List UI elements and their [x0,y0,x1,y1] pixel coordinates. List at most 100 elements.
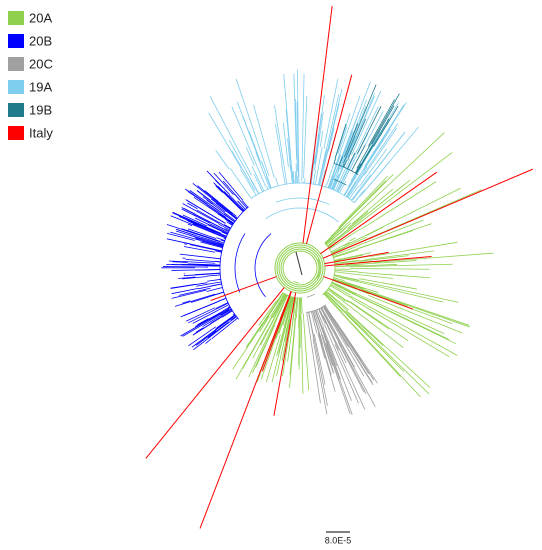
branch [215,250,222,253]
branch [300,319,304,394]
branch [341,276,459,303]
branch [205,256,221,260]
branch [248,324,274,378]
branch [178,287,211,296]
branch [255,152,271,189]
branch [334,258,343,261]
branch [331,236,367,254]
branch [342,163,345,167]
branch [190,291,224,303]
branch [364,104,405,167]
branch [228,194,245,211]
phylogenetic-tree [145,5,534,529]
branch [334,271,340,273]
branch [195,310,224,327]
branch [331,132,445,239]
branch [324,251,389,265]
branch [345,310,384,347]
branch [183,207,196,215]
branch [328,244,335,249]
branch [183,261,216,264]
branch [268,318,275,330]
branch [210,283,222,287]
branch [287,310,295,362]
legend-swatch [8,80,24,94]
root-ring [282,250,318,286]
branch [242,298,283,370]
branch [193,336,211,350]
branch [166,224,219,242]
branch [195,327,204,333]
branch [334,264,365,267]
branch [339,180,347,193]
branch [320,171,438,255]
branch [303,95,308,179]
branch [291,297,294,302]
legend-swatch [8,103,24,117]
branch [187,220,198,226]
branch [226,302,229,305]
branch [364,102,407,168]
branch [217,185,242,210]
branch [347,311,431,388]
branch [233,154,256,192]
branch [202,308,232,327]
branch [213,204,236,222]
branch [170,215,225,238]
branch [302,5,333,244]
branch [350,290,445,334]
branch [276,298,293,357]
branch [343,281,379,293]
branch [343,181,353,196]
branch [331,281,351,291]
branch [187,223,193,227]
branch [301,73,305,182]
branch [335,276,444,303]
branch [351,90,382,156]
branch [330,284,351,296]
branch [310,311,318,334]
branch [239,168,257,196]
branch [321,307,325,314]
branch [345,260,417,266]
branch [349,263,453,268]
branch [284,307,293,342]
branch [356,93,400,169]
root-ring [276,244,324,292]
branch [328,288,346,302]
branch [197,185,233,215]
branch [145,287,285,459]
branch [191,319,231,348]
branch [323,293,329,299]
branch [344,187,461,247]
branch [195,214,229,233]
branch [318,308,325,321]
branch-arc [219,206,249,320]
branch [183,301,218,317]
legend-swatch [8,34,24,48]
branch [373,252,494,263]
branch [365,139,384,167]
branch [358,271,431,279]
branch [322,168,534,259]
branch [359,255,409,262]
branch [215,179,221,186]
root-ring [278,246,322,290]
branch [196,190,226,213]
branch [337,159,356,193]
branch [337,300,349,311]
branch [328,287,350,303]
branch-arc [265,207,339,223]
branch [331,173,340,190]
branch [371,105,395,145]
branch [271,326,287,383]
branch [341,312,421,398]
branch [324,324,359,404]
branch [273,292,297,416]
branch [228,139,260,194]
branch [209,95,252,176]
legend-label: 19B [29,102,52,117]
root-ring [274,242,326,294]
branch [178,276,196,279]
